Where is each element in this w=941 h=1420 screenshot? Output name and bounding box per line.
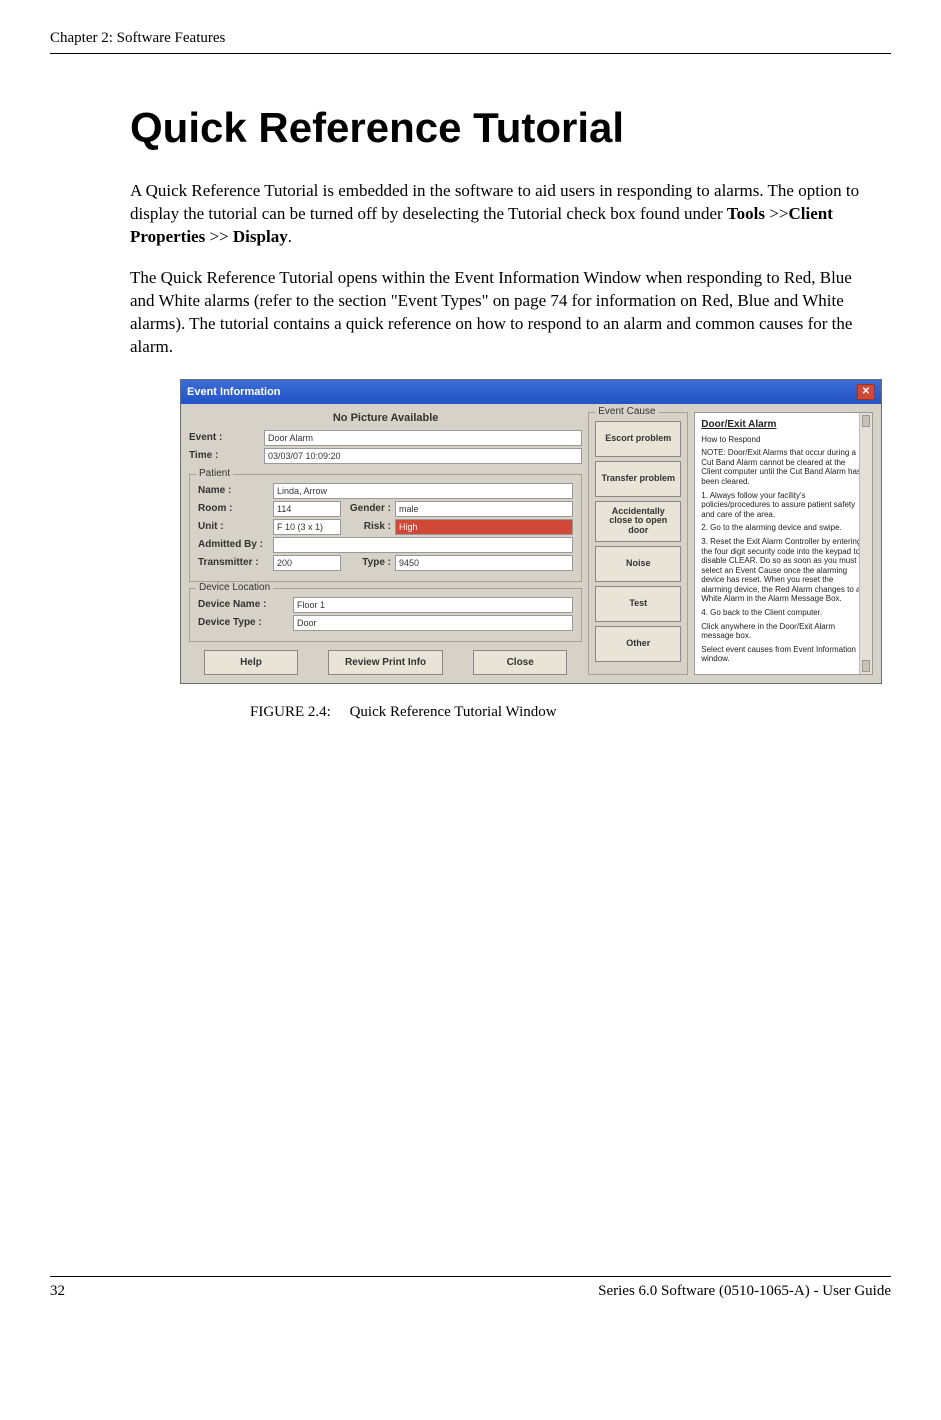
- tutorial-step4: 4. Go back to the Client computer.: [701, 608, 866, 618]
- close-button[interactable]: Close: [473, 650, 567, 675]
- window-body: No Picture Available Event : Door Alarm …: [181, 404, 881, 683]
- figure-caption: FIGURE 2.4: Quick Reference Tutorial Win…: [250, 704, 871, 721]
- admitted-by-field[interactable]: [273, 537, 573, 553]
- window-titlebar: Event Information ✕: [181, 380, 881, 404]
- figure-caption-text: Quick Reference Tutorial Window: [350, 704, 557, 720]
- para1-sep2: >>: [205, 227, 233, 246]
- unit-field[interactable]: F 10 (3 x 1): [273, 519, 341, 535]
- type-label: Type :: [341, 557, 395, 568]
- event-field[interactable]: Door Alarm: [264, 430, 582, 446]
- event-cause-group-title: Event Cause: [595, 406, 658, 417]
- unit-label: Unit :: [198, 521, 273, 532]
- transmitter-field[interactable]: 200: [273, 555, 341, 571]
- page-container: Chapter 2: Software Features Quick Refer…: [0, 0, 941, 1320]
- paragraph-2: The Quick Reference Tutorial opens withi…: [130, 267, 871, 359]
- tutorial-step3: 3. Reset the Exit Alarm Controller by en…: [701, 537, 866, 604]
- close-icon[interactable]: ✕: [857, 384, 875, 400]
- tutorial-heading: Door/Exit Alarm: [701, 419, 866, 431]
- device-location-group-title: Device Location: [196, 582, 273, 593]
- window-right-panel: Event Cause Escort problem Transfer prob…: [588, 412, 873, 675]
- gender-label: Gender :: [341, 503, 395, 514]
- device-name-label: Device Name :: [198, 599, 293, 610]
- escort-problem-button[interactable]: Escort problem: [595, 421, 681, 457]
- tutorial-step2: 2. Go to the alarming device and swipe.: [701, 523, 866, 533]
- button-row: Help Review Print Info Close: [189, 650, 582, 675]
- type-field[interactable]: 9450: [395, 555, 573, 571]
- noise-button[interactable]: Noise: [595, 546, 681, 582]
- doc-title-footer: Series 6.0 Software (0510-1065-A) - User…: [598, 1283, 891, 1300]
- tutorial-step1: 1. Always follow your facility's policie…: [701, 491, 866, 520]
- name-field[interactable]: Linda, Arrow: [273, 483, 573, 499]
- figure-wrap: Event Information ✕ No Picture Available…: [180, 379, 871, 721]
- time-label: Time :: [189, 450, 264, 461]
- help-button[interactable]: Help: [204, 650, 298, 675]
- transfer-problem-button[interactable]: Transfer problem: [595, 461, 681, 497]
- tutorial-step5: Click anywhere in the Door/Exit Alarm me…: [701, 622, 866, 641]
- no-picture-label: No Picture Available: [189, 412, 582, 424]
- tutorial-note: NOTE: Door/Exit Alarms that occur during…: [701, 448, 866, 486]
- device-type-label: Device Type :: [198, 617, 293, 628]
- time-field[interactable]: 03/03/07 10:09:20: [264, 448, 582, 464]
- device-type-field[interactable]: Door: [293, 615, 573, 631]
- review-print-info-button[interactable]: Review Print Info: [328, 650, 443, 675]
- para1-sep1: >>: [765, 204, 788, 223]
- risk-label: Risk :: [341, 521, 395, 532]
- window-left-panel: No Picture Available Event : Door Alarm …: [189, 412, 582, 675]
- device-name-field[interactable]: Floor 1: [293, 597, 573, 613]
- accidentally-close-button[interactable]: Accidentally close to open door: [595, 501, 681, 543]
- para1-tools: Tools: [727, 204, 765, 223]
- other-button[interactable]: Other: [595, 626, 681, 662]
- page-footer: 32 Series 6.0 Software (0510-1065-A) - U…: [50, 1276, 891, 1300]
- scrollbar[interactable]: [859, 413, 872, 674]
- name-label: Name :: [198, 485, 273, 496]
- event-info-window: Event Information ✕ No Picture Available…: [180, 379, 882, 684]
- transmitter-label: Transmitter :: [198, 557, 273, 568]
- event-cause-buttons: Escort problem Transfer problem Accident…: [593, 419, 683, 665]
- figure-caption-label: FIGURE 2.4:: [250, 704, 331, 720]
- page-title: Quick Reference Tutorial: [130, 104, 871, 152]
- para1-end: .: [288, 227, 292, 246]
- para1-display: Display: [233, 227, 288, 246]
- chapter-header: Chapter 2: Software Features: [50, 30, 891, 54]
- event-label: Event :: [189, 432, 264, 443]
- patient-group-title: Patient: [196, 468, 233, 479]
- content-area: Quick Reference Tutorial A Quick Referen…: [130, 104, 871, 721]
- paragraph-1: A Quick Reference Tutorial is embedded i…: [130, 180, 871, 249]
- risk-field[interactable]: High: [395, 519, 573, 535]
- admitted-by-label: Admitted By :: [198, 539, 273, 550]
- room-label: Room :: [198, 503, 273, 514]
- room-field[interactable]: 114: [273, 501, 341, 517]
- gender-field[interactable]: male: [395, 501, 573, 517]
- window-title: Event Information: [187, 386, 281, 398]
- tutorial-panel[interactable]: Door/Exit Alarm How to Respond NOTE: Doo…: [694, 412, 873, 675]
- tutorial-how: How to Respond: [701, 435, 866, 445]
- test-button[interactable]: Test: [595, 586, 681, 622]
- page-number: 32: [50, 1283, 65, 1300]
- tutorial-step6: Select event causes from Event Informati…: [701, 645, 866, 664]
